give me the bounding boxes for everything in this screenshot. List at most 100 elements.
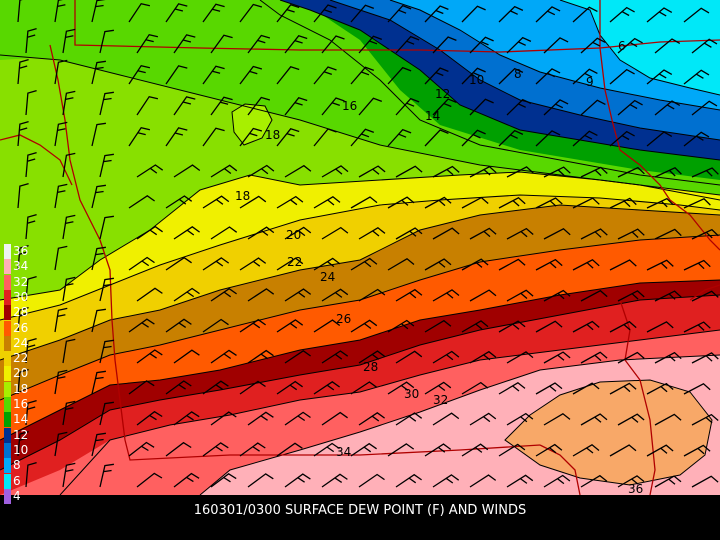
wind-barb (202, 65, 225, 85)
wind-barb (469, 474, 497, 488)
wind-barb (136, 225, 163, 240)
wind-barb (424, 129, 449, 147)
wind-barb (25, 151, 37, 178)
wind-barb (683, 444, 711, 457)
wind-barb (165, 65, 188, 85)
wind-barb (17, 244, 29, 271)
band-36 (505, 380, 712, 485)
wind-barb (691, 352, 719, 364)
wind-barb (646, 321, 674, 333)
wind-barb (165, 380, 192, 395)
wind-barb (654, 475, 682, 488)
wind-barb (284, 35, 308, 54)
legend-label: 10 (13, 442, 29, 457)
wind-barb (580, 289, 608, 302)
contour-label: 18 (265, 128, 280, 142)
wind-barb (313, 196, 341, 209)
wind-barb (128, 256, 155, 271)
wind-barb (461, 129, 486, 147)
wind-barb (395, 97, 420, 116)
wind-barb (395, 35, 420, 54)
wind-barb (99, 463, 114, 488)
contour-label: 9 (586, 75, 594, 89)
wind-barb (17, 0, 23, 23)
wind-barb (498, 320, 526, 333)
wind-barb (535, 258, 563, 271)
wind-barb (276, 66, 300, 85)
wind-barb (210, 349, 237, 364)
wind-barb (91, 60, 106, 85)
wind-barb (395, 165, 423, 178)
wind-barb (202, 257, 230, 271)
blob-18 (232, 104, 272, 145)
wind-barb (313, 319, 341, 333)
wind-barb (395, 350, 423, 364)
wind-barb (432, 412, 460, 426)
wind-barb (617, 413, 645, 426)
wind-barb (691, 475, 719, 488)
wind-barbs (17, 0, 719, 488)
wind-barb (654, 167, 682, 178)
wind-barb (239, 442, 266, 457)
wind-barb (506, 351, 534, 364)
wind-barb (691, 100, 718, 116)
wind-barb (691, 290, 719, 302)
contour-label: 8 (514, 67, 522, 81)
wind-barb (313, 442, 340, 457)
wind-barb (609, 259, 637, 271)
contour-lines (0, 0, 720, 495)
wind-barb (432, 227, 460, 240)
wind-barb (25, 213, 37, 240)
wind-barb (469, 350, 497, 364)
legend-swatch (4, 305, 11, 321)
wind-barb (128, 195, 155, 209)
wind-barb (424, 381, 452, 395)
wind-barb (683, 131, 710, 147)
wind-barb (54, 307, 68, 333)
wind-barb (99, 29, 114, 54)
wind-barb (54, 369, 68, 395)
wind-barb (350, 319, 378, 333)
wind-barb (202, 3, 225, 23)
wind-barb (572, 382, 600, 395)
wind-barb (609, 320, 637, 333)
wind-barb (210, 226, 238, 240)
wind-barb (469, 36, 494, 54)
wind-barb (128, 318, 155, 333)
wind-barb (247, 164, 275, 178)
wind-barb (276, 257, 304, 271)
wind-barb (239, 3, 263, 23)
wind-barb (25, 275, 37, 302)
wind-barb (247, 226, 275, 240)
legend-label: 34 (13, 259, 29, 274)
wind-barb (202, 195, 230, 209)
wind-barb (165, 318, 192, 333)
wind-barb (247, 349, 274, 364)
legend-label: 18 (13, 381, 29, 396)
legend-swatch (4, 351, 11, 367)
wind-barb (461, 381, 489, 395)
wind-barb (617, 37, 643, 54)
wind-barb (136, 410, 163, 426)
wind-barb (469, 227, 497, 240)
wind-barb (165, 195, 193, 209)
wind-barb (313, 128, 337, 147)
wind-barb (321, 35, 345, 54)
legend-label: 16 (13, 397, 29, 411)
wind-barb (432, 350, 460, 364)
wind-barb (358, 288, 386, 302)
wind-barb (247, 411, 274, 426)
wind-barb (572, 197, 600, 209)
color-legend: 36 34 32 30 28 26 24 22 20 18 16 14 12 10 8 6 4 (4, 244, 40, 514)
wind-barb (498, 382, 526, 395)
wind-barb (387, 128, 412, 147)
legend-swatch (4, 458, 11, 474)
legend-label: 8 (13, 458, 21, 473)
contour-label: 20 (286, 228, 301, 242)
wind-barb (609, 197, 637, 209)
wind-barb (543, 99, 569, 116)
wind-barb (358, 412, 385, 426)
wind-barb (91, 432, 106, 457)
wind-barb (432, 98, 457, 116)
wind-barb (210, 473, 237, 488)
